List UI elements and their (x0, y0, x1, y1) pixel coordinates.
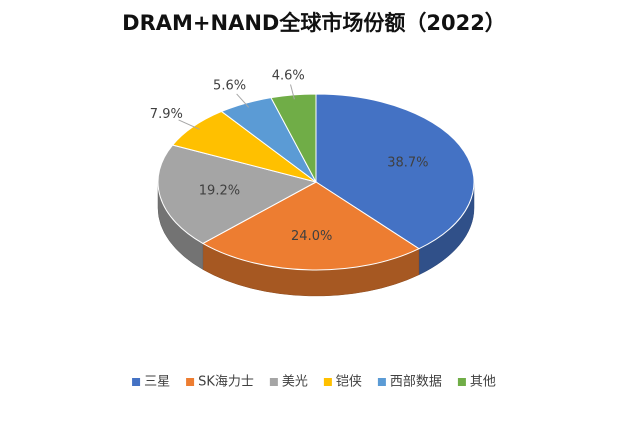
leader-line (178, 119, 200, 130)
data-label: 24.0% (291, 229, 332, 244)
data-label: 4.6% (272, 68, 305, 83)
legend-label: 三星 (144, 375, 170, 390)
legend-swatch (186, 378, 195, 386)
slice (201, 181, 421, 271)
legend-label: SK海力士 (198, 375, 254, 390)
legend-label: 铠侠 (336, 374, 362, 390)
legend-label: 美光 (282, 375, 308, 390)
data-label: 7.9% (150, 107, 183, 122)
data-label: 38.7% (387, 156, 428, 171)
slice (315, 93, 475, 250)
leader-line (290, 84, 295, 100)
legend-swatch (132, 378, 141, 386)
slice (157, 144, 318, 245)
legend-label: 其他 (470, 375, 496, 390)
legend-swatch (323, 378, 332, 386)
legend-swatch (377, 378, 386, 386)
data-label: 5.6% (213, 79, 246, 94)
legend-swatch (269, 378, 278, 386)
leader-line (236, 93, 250, 108)
data-label: 19.2% (199, 184, 240, 199)
chart-title: DRAM+NAND全球市场份额（2022） (122, 11, 506, 35)
legend-label: 西部数据 (390, 375, 442, 390)
legend-swatch (457, 378, 466, 386)
